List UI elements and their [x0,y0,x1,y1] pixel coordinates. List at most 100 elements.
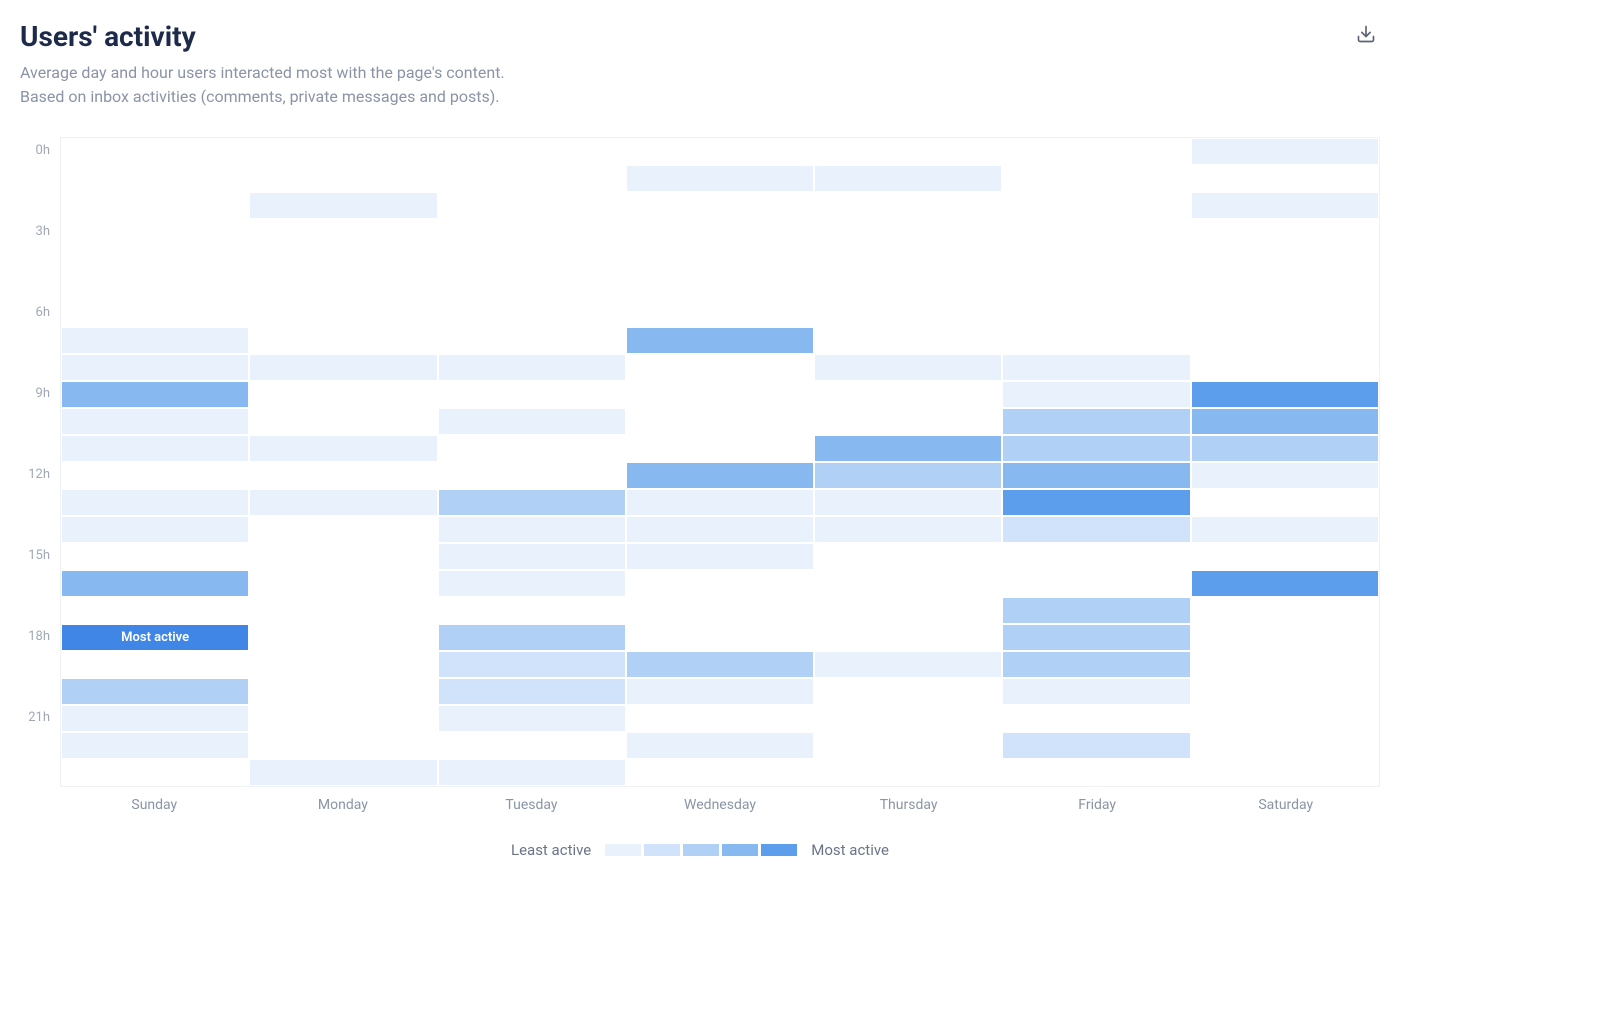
heatmap-cell[interactable] [1002,381,1190,408]
heatmap-cell[interactable] [249,570,437,597]
heatmap-cell[interactable] [1191,759,1379,786]
heatmap-cell[interactable] [1191,570,1379,597]
heatmap-cell[interactable] [626,543,814,570]
heatmap-cell[interactable] [438,165,626,192]
heatmap-cell[interactable] [814,462,1002,489]
heatmap-cell[interactable] [814,219,1002,246]
heatmap-cell[interactable] [814,624,1002,651]
heatmap-cell[interactable] [1191,165,1379,192]
heatmap-cell[interactable] [249,732,437,759]
heatmap-cell[interactable] [249,165,437,192]
heatmap-cell[interactable] [249,543,437,570]
heatmap-cell[interactable] [626,300,814,327]
heatmap-cell[interactable] [438,516,626,543]
heatmap-cell-most-active[interactable]: Most active [61,624,249,651]
heatmap-cell[interactable] [61,732,249,759]
heatmap-cell[interactable] [61,462,249,489]
heatmap-cell[interactable] [626,219,814,246]
heatmap-cell[interactable] [1002,354,1190,381]
heatmap-cell[interactable] [1191,408,1379,435]
heatmap-cell[interactable] [626,570,814,597]
heatmap-cell[interactable] [61,489,249,516]
heatmap-cell[interactable] [249,300,437,327]
heatmap-cell[interactable] [626,165,814,192]
heatmap-cell[interactable] [626,435,814,462]
heatmap-cell[interactable] [249,246,437,273]
heatmap-cell[interactable] [626,732,814,759]
heatmap-cell[interactable] [814,327,1002,354]
heatmap-cell[interactable] [626,651,814,678]
heatmap-cell[interactable] [626,354,814,381]
heatmap-cell[interactable] [249,759,437,786]
heatmap-cell[interactable] [249,408,437,435]
heatmap-cell[interactable] [1002,759,1190,786]
heatmap-cell[interactable] [438,462,626,489]
heatmap-cell[interactable] [814,489,1002,516]
heatmap-cell[interactable] [626,327,814,354]
heatmap-cell[interactable] [438,570,626,597]
heatmap-cell[interactable] [249,138,437,165]
heatmap-cell[interactable] [61,327,249,354]
heatmap-cell[interactable] [814,732,1002,759]
heatmap-cell[interactable] [814,246,1002,273]
heatmap-cell[interactable] [626,597,814,624]
heatmap-cell[interactable] [814,354,1002,381]
heatmap-cell[interactable] [249,381,437,408]
heatmap-cell[interactable] [1002,327,1190,354]
heatmap-cell[interactable] [249,705,437,732]
heatmap-cell[interactable] [1002,570,1190,597]
heatmap-cell[interactable] [1191,435,1379,462]
heatmap-cell[interactable] [438,678,626,705]
heatmap-cell[interactable] [626,381,814,408]
heatmap-cell[interactable] [1191,678,1379,705]
heatmap-cell[interactable] [814,381,1002,408]
heatmap-cell[interactable] [249,219,437,246]
heatmap-cell[interactable] [626,246,814,273]
heatmap-cell[interactable] [61,300,249,327]
heatmap-cell[interactable] [1002,651,1190,678]
heatmap-cell[interactable] [814,192,1002,219]
heatmap-cell[interactable] [1002,408,1190,435]
heatmap-cell[interactable] [1002,462,1190,489]
heatmap-cell[interactable] [249,192,437,219]
heatmap-cell[interactable] [61,705,249,732]
heatmap-cell[interactable] [438,651,626,678]
heatmap-cell[interactable] [626,138,814,165]
heatmap-cell[interactable] [1191,651,1379,678]
heatmap-cell[interactable] [61,273,249,300]
heatmap-cell[interactable] [61,165,249,192]
heatmap-cell[interactable] [1002,192,1190,219]
heatmap-cell[interactable] [626,462,814,489]
heatmap-cell[interactable] [814,759,1002,786]
heatmap-cell[interactable] [438,597,626,624]
heatmap-cell[interactable] [626,516,814,543]
heatmap-cell[interactable] [61,219,249,246]
heatmap-cell[interactable] [814,300,1002,327]
heatmap-cell[interactable] [1191,192,1379,219]
heatmap-cell[interactable] [61,408,249,435]
heatmap-cell[interactable] [61,381,249,408]
heatmap-cell[interactable] [61,138,249,165]
heatmap-cell[interactable] [814,408,1002,435]
heatmap-cell[interactable] [1002,273,1190,300]
heatmap-cell[interactable] [626,273,814,300]
heatmap-cell[interactable] [61,759,249,786]
heatmap-cell[interactable] [61,678,249,705]
heatmap-cell[interactable] [249,273,437,300]
heatmap-cell[interactable] [61,570,249,597]
heatmap-cell[interactable] [1191,138,1379,165]
heatmap-cell[interactable] [1191,219,1379,246]
heatmap-cell[interactable] [438,759,626,786]
heatmap-cell[interactable] [814,165,1002,192]
heatmap-cell[interactable] [626,678,814,705]
heatmap-cell[interactable] [438,246,626,273]
heatmap-cell[interactable] [1191,327,1379,354]
heatmap-cell[interactable] [814,516,1002,543]
heatmap-cell[interactable] [438,354,626,381]
heatmap-cell[interactable] [626,759,814,786]
heatmap-cell[interactable] [438,327,626,354]
heatmap-cell[interactable] [1002,138,1190,165]
heatmap-cell[interactable] [814,570,1002,597]
heatmap-cell[interactable] [61,651,249,678]
download-button[interactable] [1352,20,1380,48]
